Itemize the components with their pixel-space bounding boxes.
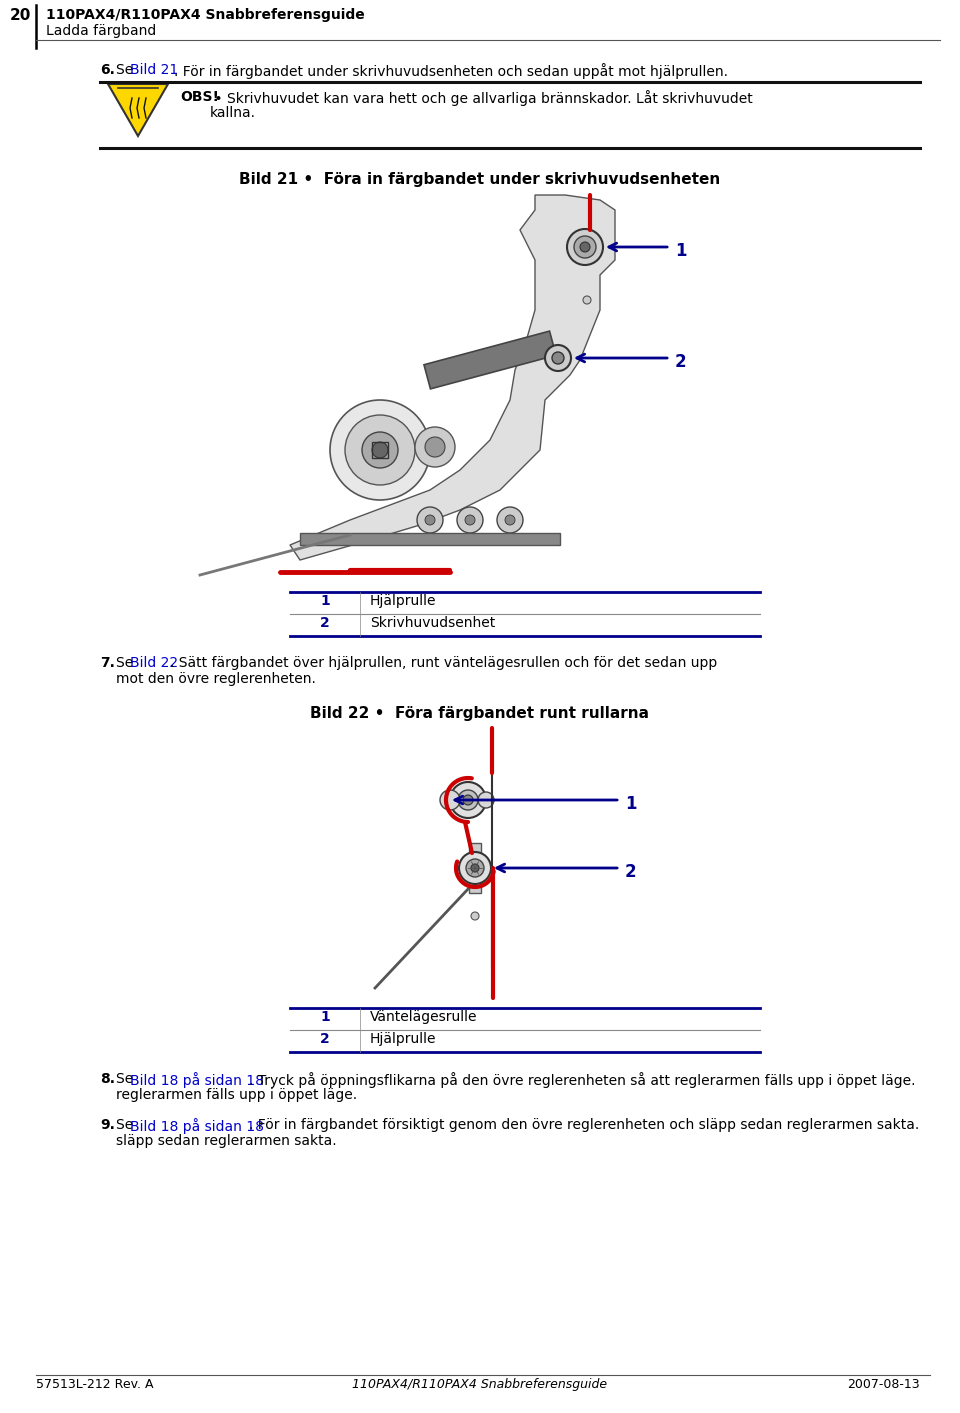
Circle shape (417, 507, 443, 533)
Circle shape (466, 859, 484, 877)
Circle shape (450, 781, 486, 818)
Circle shape (574, 236, 596, 259)
Polygon shape (108, 83, 168, 136)
Circle shape (362, 432, 398, 468)
Circle shape (471, 863, 479, 872)
Text: 7.: 7. (100, 656, 115, 670)
Text: 110PAX4/R110PAX4 Snabbreferensguide: 110PAX4/R110PAX4 Snabbreferensguide (352, 1378, 608, 1390)
Circle shape (330, 400, 430, 500)
Circle shape (465, 514, 475, 526)
Text: 2: 2 (320, 616, 330, 630)
Circle shape (567, 229, 603, 266)
Text: OBS!: OBS! (180, 90, 219, 105)
Text: 8.: 8. (100, 1072, 115, 1087)
Text: Se: Se (116, 64, 137, 76)
Text: 1: 1 (675, 242, 686, 260)
Circle shape (463, 796, 473, 805)
Text: . För in färgbandet försiktigt genom den övre reglerenheten och släpp sedan regl: . För in färgbandet försiktigt genom den… (249, 1118, 920, 1132)
Circle shape (545, 345, 571, 372)
Text: reglerarmen fälls upp i öppet läge.: reglerarmen fälls upp i öppet läge. (116, 1088, 357, 1102)
Circle shape (345, 415, 415, 485)
Circle shape (440, 790, 460, 810)
Circle shape (552, 352, 564, 365)
Text: Se: Se (116, 656, 137, 670)
Text: 1: 1 (320, 593, 330, 608)
Text: . För in färgbandet under skrivhuvudsenheten och sedan uppåt mot hjälprullen.: . För in färgbandet under skrivhuvudsenh… (174, 64, 728, 79)
Text: Bild 18 på sidan 18: Bild 18 på sidan 18 (130, 1072, 264, 1088)
Text: mot den övre reglerenheten.: mot den övre reglerenheten. (116, 673, 316, 685)
Text: kallna.: kallna. (210, 106, 256, 120)
Circle shape (425, 514, 435, 526)
Circle shape (458, 790, 478, 810)
Text: 9.: 9. (100, 1118, 115, 1132)
Text: 1: 1 (625, 796, 636, 812)
Text: Bild 22: Bild 22 (130, 656, 179, 670)
Text: Hjälprulle: Hjälprulle (370, 1031, 437, 1046)
Circle shape (580, 242, 590, 252)
Text: släpp sedan reglerarmen sakta.: släpp sedan reglerarmen sakta. (116, 1135, 337, 1147)
Circle shape (478, 793, 494, 808)
Text: 2007-08-13: 2007-08-13 (848, 1378, 920, 1390)
Text: Ladda färgband: Ladda färgband (46, 24, 156, 38)
Bar (372, 442, 388, 458)
Text: Bild 22 •  Föra färgbandet runt rullarna: Bild 22 • Föra färgbandet runt rullarna (310, 706, 650, 721)
Circle shape (583, 295, 591, 304)
Text: Bild 21: Bild 21 (130, 64, 179, 76)
Text: • Skrivhuvudet kan vara hett och ge allvarliga brännskador. Låt skrivhuvudet: • Skrivhuvudet kan vara hett och ge allv… (210, 90, 753, 106)
Text: Bild 21 •  Föra in färgbandet under skrivhuvudsenheten: Bild 21 • Föra in färgbandet under skriv… (239, 172, 721, 187)
Text: 2: 2 (320, 1031, 330, 1046)
Circle shape (457, 507, 483, 533)
Polygon shape (290, 195, 615, 560)
Text: Väntelägesrulle: Väntelägesrulle (370, 1010, 477, 1024)
Bar (469, 844, 481, 893)
Circle shape (459, 852, 491, 885)
Text: 20: 20 (10, 8, 31, 23)
Text: 6.: 6. (100, 64, 115, 76)
Text: Se: Se (116, 1072, 137, 1087)
Circle shape (372, 442, 388, 458)
Text: Hjälprulle: Hjälprulle (370, 593, 437, 608)
Circle shape (497, 507, 523, 533)
Circle shape (415, 427, 455, 468)
Text: . Tryck på öppningsflikarna på den övre reglerenheten så att reglerarmen fälls u: . Tryck på öppningsflikarna på den övre … (249, 1072, 916, 1088)
Text: 1: 1 (320, 1010, 330, 1024)
Circle shape (471, 911, 479, 920)
Text: Skrivhuvudsenhet: Skrivhuvudsenhet (370, 616, 495, 630)
Text: 57513L-212 Rev. A: 57513L-212 Rev. A (36, 1378, 154, 1390)
Circle shape (505, 514, 515, 526)
Text: 2: 2 (625, 863, 636, 880)
Text: 2: 2 (675, 353, 686, 372)
Text: Se: Se (116, 1118, 137, 1132)
Text: . Sätt färgbandet över hjälprullen, runt väntelägesrullen och för det sedan upp: . Sätt färgbandet över hjälprullen, runt… (170, 656, 717, 670)
Bar (300, 533, 560, 545)
Polygon shape (424, 331, 556, 389)
Text: 110PAX4/R110PAX4 Snabbreferensguide: 110PAX4/R110PAX4 Snabbreferensguide (46, 8, 365, 23)
Circle shape (425, 437, 445, 456)
Text: Bild 18 på sidan 18: Bild 18 på sidan 18 (130, 1118, 264, 1135)
